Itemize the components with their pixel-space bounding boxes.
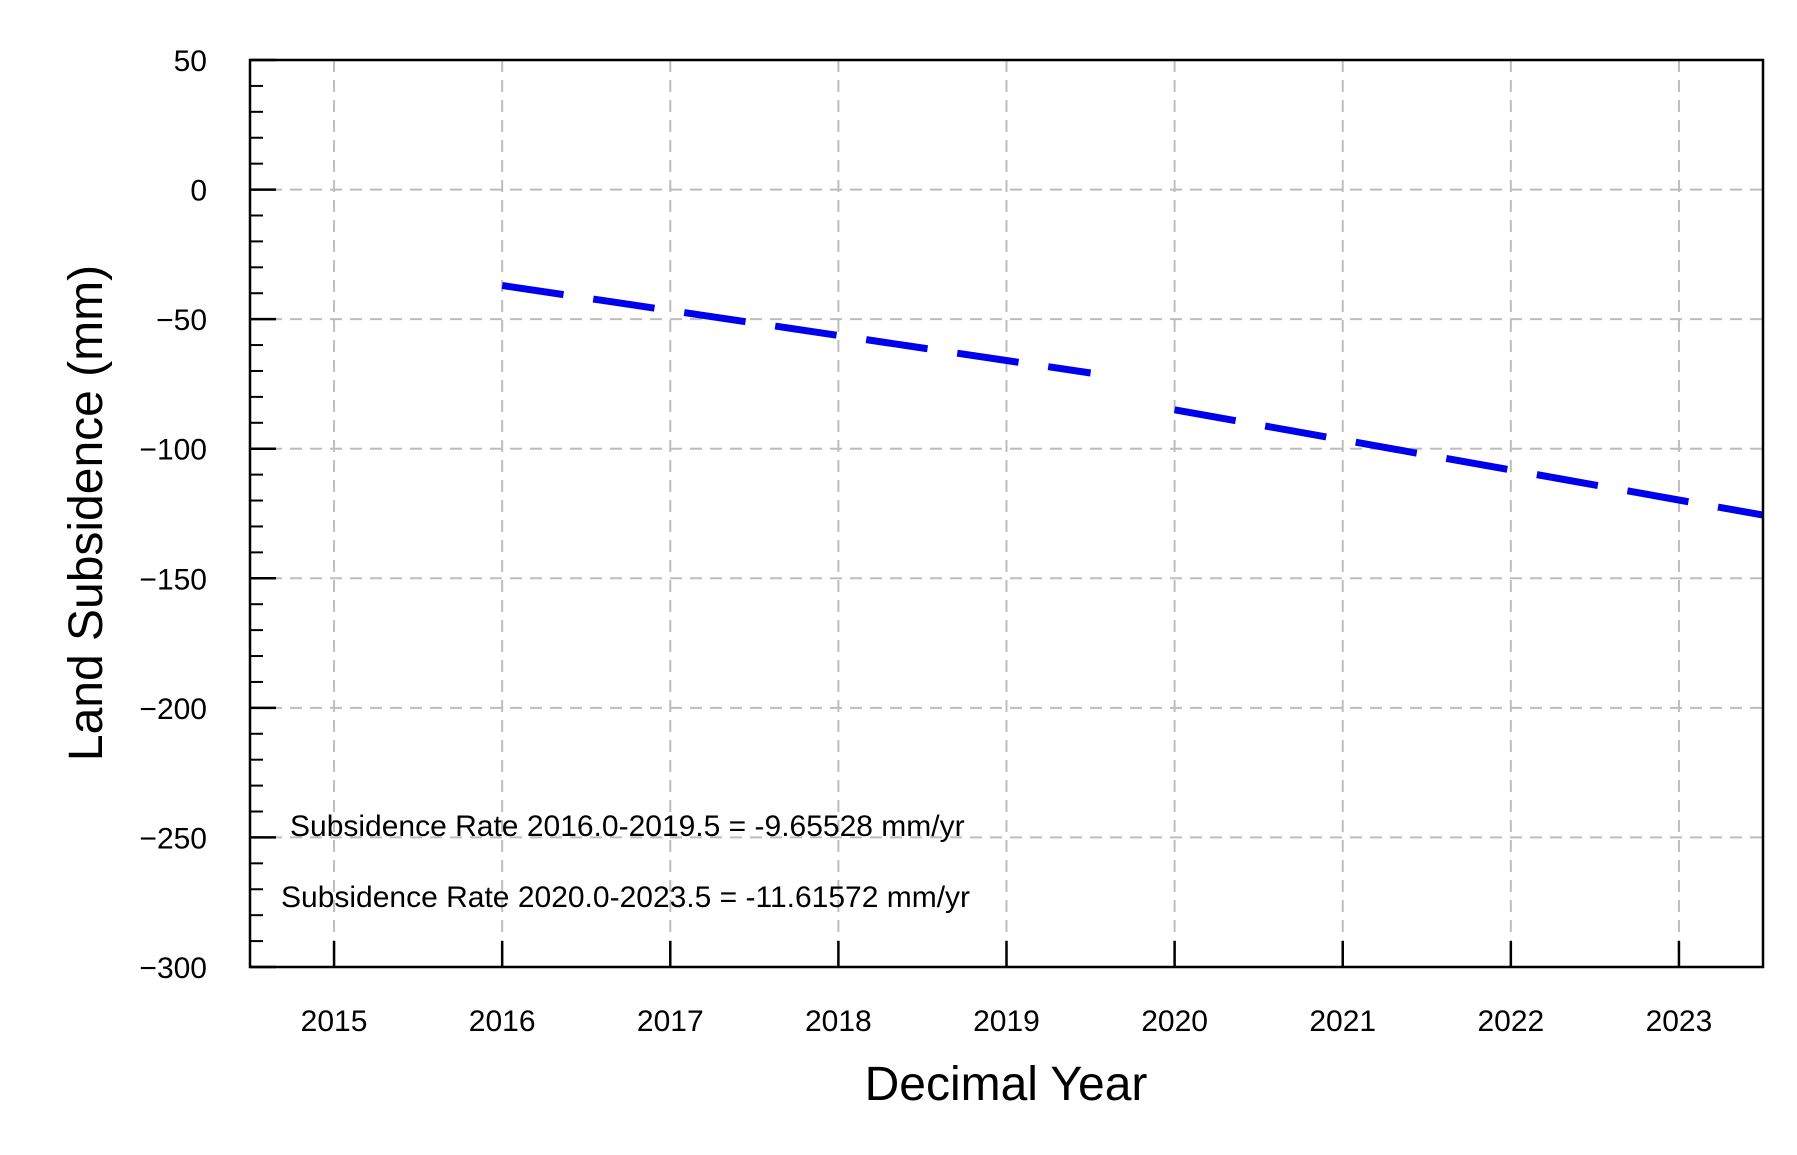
plot-frame [248,58,1765,969]
x-tick-label: 2019 [973,1005,1040,1038]
y-tick-label: −250 [139,822,207,855]
x-tick-label: 2023 [1646,1005,1713,1038]
y-tick-label: −200 [139,693,207,726]
x-tick-label: 2016 [469,1005,536,1038]
y-tick-label: 50 [174,45,207,78]
grid [250,60,1763,967]
y-tick-label: −300 [139,952,207,985]
y-tick-label: −150 [139,563,207,596]
series-line-1 [501,282,1092,377]
y-tick-labels: 50 0 −50 −100 −150 −200 −250 −300 [139,45,207,985]
y-tick-label: −100 [139,434,207,467]
x-tick-label: 2015 [301,1005,368,1038]
series-layer [501,282,1764,519]
annotation-rate-2020-2023: Subsidence Rate 2020.0-2023.5 = -11.6157… [281,881,970,914]
x-tick-label: 2021 [1309,1005,1376,1038]
x-tick-label: 2022 [1477,1005,1544,1038]
y-tick-label: −50 [156,304,207,337]
minor-ticks [250,84,263,943]
y-axis-title: Land Subsidence (mm) [60,265,113,761]
x-axis-title: Decimal Year [865,1058,1148,1111]
annotation-rate-2016-2019: Subsidence Rate 2016.0-2019.5 = -9.65528… [290,810,965,843]
x-tick-label: 2017 [637,1005,704,1038]
x-tick-labels: 2015 2016 2017 2018 2019 2020 2021 2022 2023 [301,1005,1713,1038]
y-tick-label: 0 [190,175,207,208]
series-line-2 [1173,406,1764,519]
x-tick-label: 2020 [1141,1005,1208,1038]
x-tick-label: 2018 [805,1005,872,1038]
